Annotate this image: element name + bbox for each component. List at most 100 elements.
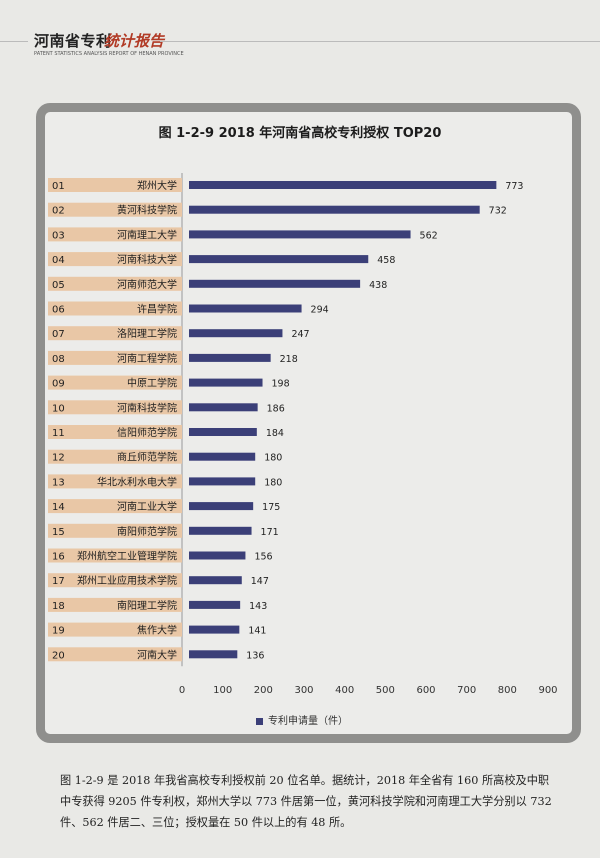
chart-title: 图 1-2-9 2018 年河南省高校专利授权 TOP20	[158, 126, 442, 141]
value-label: 247	[291, 329, 309, 340]
x-tick-label: 400	[335, 685, 354, 696]
rank-label: 09	[52, 379, 65, 390]
category-label: 郑州航空工业管理学院	[77, 550, 177, 563]
x-tick-label: 300	[294, 685, 313, 696]
value-label: 156	[254, 552, 272, 563]
rank-label: 08	[52, 354, 65, 365]
bar	[189, 428, 257, 436]
category-label: 许昌学院	[137, 303, 177, 316]
category-band	[48, 227, 182, 242]
category-band	[48, 350, 182, 365]
rank-label: 01	[52, 181, 65, 192]
category-band	[48, 573, 182, 588]
category-label: 洛阳理工学院	[117, 327, 177, 340]
category-band	[48, 276, 182, 291]
rank-label: 07	[52, 329, 65, 340]
value-label: 562	[420, 230, 438, 241]
rank-label: 10	[52, 403, 65, 414]
category-band	[48, 449, 182, 464]
value-label: 136	[246, 650, 264, 661]
x-tick-label: 600	[416, 685, 435, 696]
category-label: 南阳师范学院	[117, 525, 177, 538]
bar	[189, 279, 361, 288]
category-label: 河南科技大学	[117, 253, 177, 266]
category-band	[48, 523, 182, 538]
bar	[189, 625, 240, 634]
rank-label: 11	[52, 428, 65, 439]
value-label: 732	[489, 206, 507, 217]
category-label: 华北水利水电大学	[97, 475, 177, 488]
value-label: 186	[267, 403, 285, 414]
legend-swatch	[256, 718, 263, 725]
x-tick-label: 500	[376, 685, 395, 696]
category-band	[48, 252, 182, 267]
category-label: 焦作大学	[137, 624, 177, 637]
legend-label: 专利申请量（件）	[268, 716, 348, 727]
header-rule-left	[0, 41, 28, 42]
header-script-title: 统计报告	[104, 32, 165, 50]
value-label: 175	[262, 502, 280, 513]
value-label: 438	[369, 280, 387, 291]
bar	[189, 181, 497, 189]
category-label: 河南科技学院	[117, 401, 177, 414]
header-title: 河南省专利	[34, 32, 112, 50]
value-label: 773	[505, 181, 523, 192]
category-band	[48, 647, 182, 662]
category-label: 黄河科技学院	[117, 204, 177, 217]
bar	[189, 477, 256, 486]
category-label: 郑州大学	[137, 179, 177, 192]
bar	[189, 526, 252, 535]
bar	[189, 650, 238, 659]
rank-label: 13	[52, 477, 65, 488]
rank-label: 19	[52, 626, 65, 637]
value-label: 184	[266, 428, 284, 439]
category-label: 河南理工大学	[117, 228, 177, 241]
page-header: 河南省专利 统计报告 PATENT STATISTICS ANALYSIS RE…	[0, 26, 600, 66]
value-label: 147	[251, 576, 269, 587]
chart-legend: 专利申请量（件）	[256, 712, 348, 727]
category-label: 信阳师范学院	[117, 426, 177, 439]
category-label: 河南大学	[137, 648, 177, 661]
category-label: 商丘师范学院	[117, 451, 177, 464]
bar	[189, 600, 241, 609]
rank-label: 12	[52, 453, 65, 464]
category-label: 南阳理工学院	[117, 599, 177, 612]
value-label: 294	[311, 305, 329, 316]
value-label: 143	[249, 601, 267, 612]
bar	[189, 230, 411, 239]
rank-label: 06	[52, 305, 65, 316]
category-band	[48, 178, 182, 192]
x-tick-label: 900	[538, 685, 557, 696]
category-band	[48, 202, 182, 217]
bar	[189, 502, 254, 511]
rank-label: 20	[52, 650, 65, 661]
category-band	[48, 622, 182, 637]
value-label: 171	[261, 527, 279, 538]
bar	[189, 378, 263, 387]
x-tick-label: 0	[179, 685, 185, 696]
rank-label: 18	[52, 601, 65, 612]
x-tick-label: 200	[254, 685, 273, 696]
category-label: 河南师范大学	[117, 278, 177, 291]
category-band	[48, 425, 182, 439]
caption-paragraph: 图 1-2-9 是 2018 年我省高校专利授权前 20 位名单。据统计，201…	[60, 774, 552, 829]
rank-label: 04	[52, 255, 65, 266]
x-tick-label: 100	[213, 685, 232, 696]
value-label: 198	[272, 379, 290, 390]
category-band	[48, 499, 182, 514]
rank-label: 05	[52, 280, 65, 291]
bar	[189, 551, 246, 560]
value-label: 458	[377, 255, 395, 266]
category-band	[48, 400, 182, 415]
category-band	[48, 548, 182, 563]
category-band	[48, 474, 182, 489]
category-label: 郑州工业应用技术学院	[77, 574, 177, 587]
category-band	[48, 326, 182, 341]
bar	[189, 353, 271, 362]
value-label: 218	[280, 354, 298, 365]
bar	[189, 205, 480, 214]
bar	[189, 304, 302, 313]
bar	[189, 576, 242, 585]
bar	[189, 452, 256, 461]
